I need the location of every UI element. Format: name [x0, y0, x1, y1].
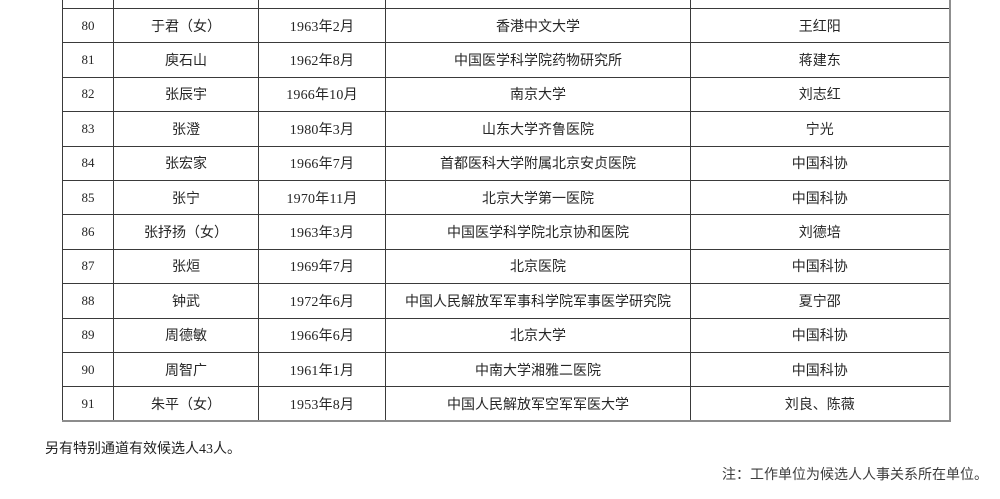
cell-no: 81 — [62, 42, 114, 78]
table-row: 87 张烜 1969年7月 北京医院 中国科协 — [62, 248, 950, 285]
cell-name: 张辰宇 — [113, 76, 259, 113]
cell-name: 于君（女） — [113, 7, 259, 44]
cell-recommender: 中国科协 — [690, 317, 950, 353]
cell-birth: 1966年10月 — [258, 76, 386, 113]
cell-birth: 1966年6月 — [258, 317, 386, 353]
table-row: 80 于君（女） 1963年2月 香港中文大学 王红阳 — [62, 7, 950, 44]
cell-no: 80 — [62, 7, 114, 44]
candidates-table: 80 于君（女） 1963年2月 香港中文大学 王红阳 81 庾石山 1962年… — [62, 0, 951, 423]
cell-birth: 1953年8月 — [258, 386, 386, 422]
cell-no: 85 — [62, 179, 114, 216]
cell-recommender: 刘良、陈薇 — [690, 386, 950, 422]
cell-recommender: 中国科协 — [690, 351, 950, 388]
cell-recommender: 蒋建东 — [690, 42, 950, 78]
cell-empty — [113, 0, 259, 9]
cell-unit: 山东大学齐鲁医院 — [385, 111, 691, 147]
cell-birth: 1970年11月 — [258, 179, 386, 216]
cell-birth: 1963年3月 — [258, 214, 386, 250]
cell-name: 周德敏 — [113, 317, 259, 353]
cell-no: 86 — [62, 214, 114, 250]
cell-unit: 北京大学 — [385, 317, 691, 353]
candidates-table-grid: 80 于君（女） 1963年2月 香港中文大学 王红阳 81 庾石山 1962年… — [62, 0, 951, 423]
cell-recommender: 中国科协 — [690, 248, 950, 285]
table-row: 89 周德敏 1966年6月 北京大学 中国科协 — [62, 317, 950, 353]
cell-birth: 1966年7月 — [258, 145, 386, 181]
cell-unit: 中南大学湘雅二医院 — [385, 351, 691, 388]
cell-empty — [62, 0, 114, 9]
cell-unit: 中国人民解放军空军军医大学 — [385, 386, 691, 422]
cell-no: 83 — [62, 111, 114, 147]
table-row: 84 张宏家 1966年7月 首都医科大学附属北京安贞医院 中国科协 — [62, 145, 950, 181]
cell-name: 张澄 — [113, 111, 259, 147]
cell-no: 82 — [62, 76, 114, 113]
cell-recommender: 王红阳 — [690, 7, 950, 44]
cell-empty — [385, 0, 691, 9]
cell-name: 朱平（女） — [113, 386, 259, 422]
cell-unit: 南京大学 — [385, 76, 691, 113]
cell-recommender: 夏宁邵 — [690, 283, 950, 319]
cell-unit: 北京医院 — [385, 248, 691, 285]
cell-birth: 1962年8月 — [258, 42, 386, 78]
cell-recommender: 宁光 — [690, 111, 950, 147]
cell-no: 89 — [62, 317, 114, 353]
cell-unit: 香港中文大学 — [385, 7, 691, 44]
candidate-table-body: 80 于君（女） 1963年2月 香港中文大学 王红阳 81 庾石山 1962年… — [62, 0, 950, 422]
cell-name: 庾石山 — [113, 42, 259, 78]
cell-unit: 中国医学科学院药物研究所 — [385, 42, 691, 78]
cell-no: 90 — [62, 351, 114, 388]
table-row: 90 周智广 1961年1月 中南大学湘雅二医院 中国科协 — [62, 351, 950, 388]
cell-empty — [690, 0, 950, 9]
cell-name: 张烜 — [113, 248, 259, 285]
cell-birth: 1980年3月 — [258, 111, 386, 147]
cell-unit: 首都医科大学附属北京安贞医院 — [385, 145, 691, 181]
cell-empty — [258, 0, 386, 9]
table-row: 91 朱平（女） 1953年8月 中国人民解放军空军军医大学 刘良、陈薇 — [62, 386, 950, 422]
table-row-partial — [62, 0, 950, 9]
cell-name: 张抒扬（女） — [113, 214, 259, 250]
summary-text: 另有特别通道有效候选人43人。 — [45, 442, 241, 457]
cell-no: 91 — [62, 386, 114, 422]
cell-recommender: 中国科协 — [690, 179, 950, 216]
cell-recommender: 刘志红 — [690, 76, 950, 113]
cell-name: 钟武 — [113, 283, 259, 319]
cell-name: 张宁 — [113, 179, 259, 216]
table-row: 82 张辰宇 1966年10月 南京大学 刘志红 — [62, 76, 950, 113]
cell-birth: 1969年7月 — [258, 248, 386, 285]
cell-no: 87 — [62, 248, 114, 285]
table-row: 85 张宁 1970年11月 北京大学第一医院 中国科协 — [62, 179, 950, 216]
cell-birth: 1963年2月 — [258, 7, 386, 44]
table-row: 81 庾石山 1962年8月 中国医学科学院药物研究所 蒋建东 — [62, 42, 950, 78]
cell-unit: 中国人民解放军军事科学院军事医学研究院 — [385, 283, 691, 319]
cell-recommender: 中国科协 — [690, 145, 950, 181]
cell-name: 张宏家 — [113, 145, 259, 181]
table-row: 86 张抒扬（女） 1963年3月 中国医学科学院北京协和医院 刘德培 — [62, 214, 950, 250]
cell-no: 88 — [62, 283, 114, 319]
cell-no: 84 — [62, 145, 114, 181]
table-row: 88 钟武 1972年6月 中国人民解放军军事科学院军事医学研究院 夏宁邵 — [62, 283, 950, 319]
cell-birth: 1972年6月 — [258, 283, 386, 319]
cell-recommender: 刘德培 — [690, 214, 950, 250]
note-text: 注：工作单位为候选人人事关系所在单位。 — [722, 468, 988, 483]
cell-name: 周智广 — [113, 351, 259, 388]
cell-birth: 1961年1月 — [258, 351, 386, 388]
cell-unit: 中国医学科学院北京协和医院 — [385, 214, 691, 250]
table-row: 83 张澄 1980年3月 山东大学齐鲁医院 宁光 — [62, 111, 950, 147]
cell-unit: 北京大学第一医院 — [385, 179, 691, 216]
